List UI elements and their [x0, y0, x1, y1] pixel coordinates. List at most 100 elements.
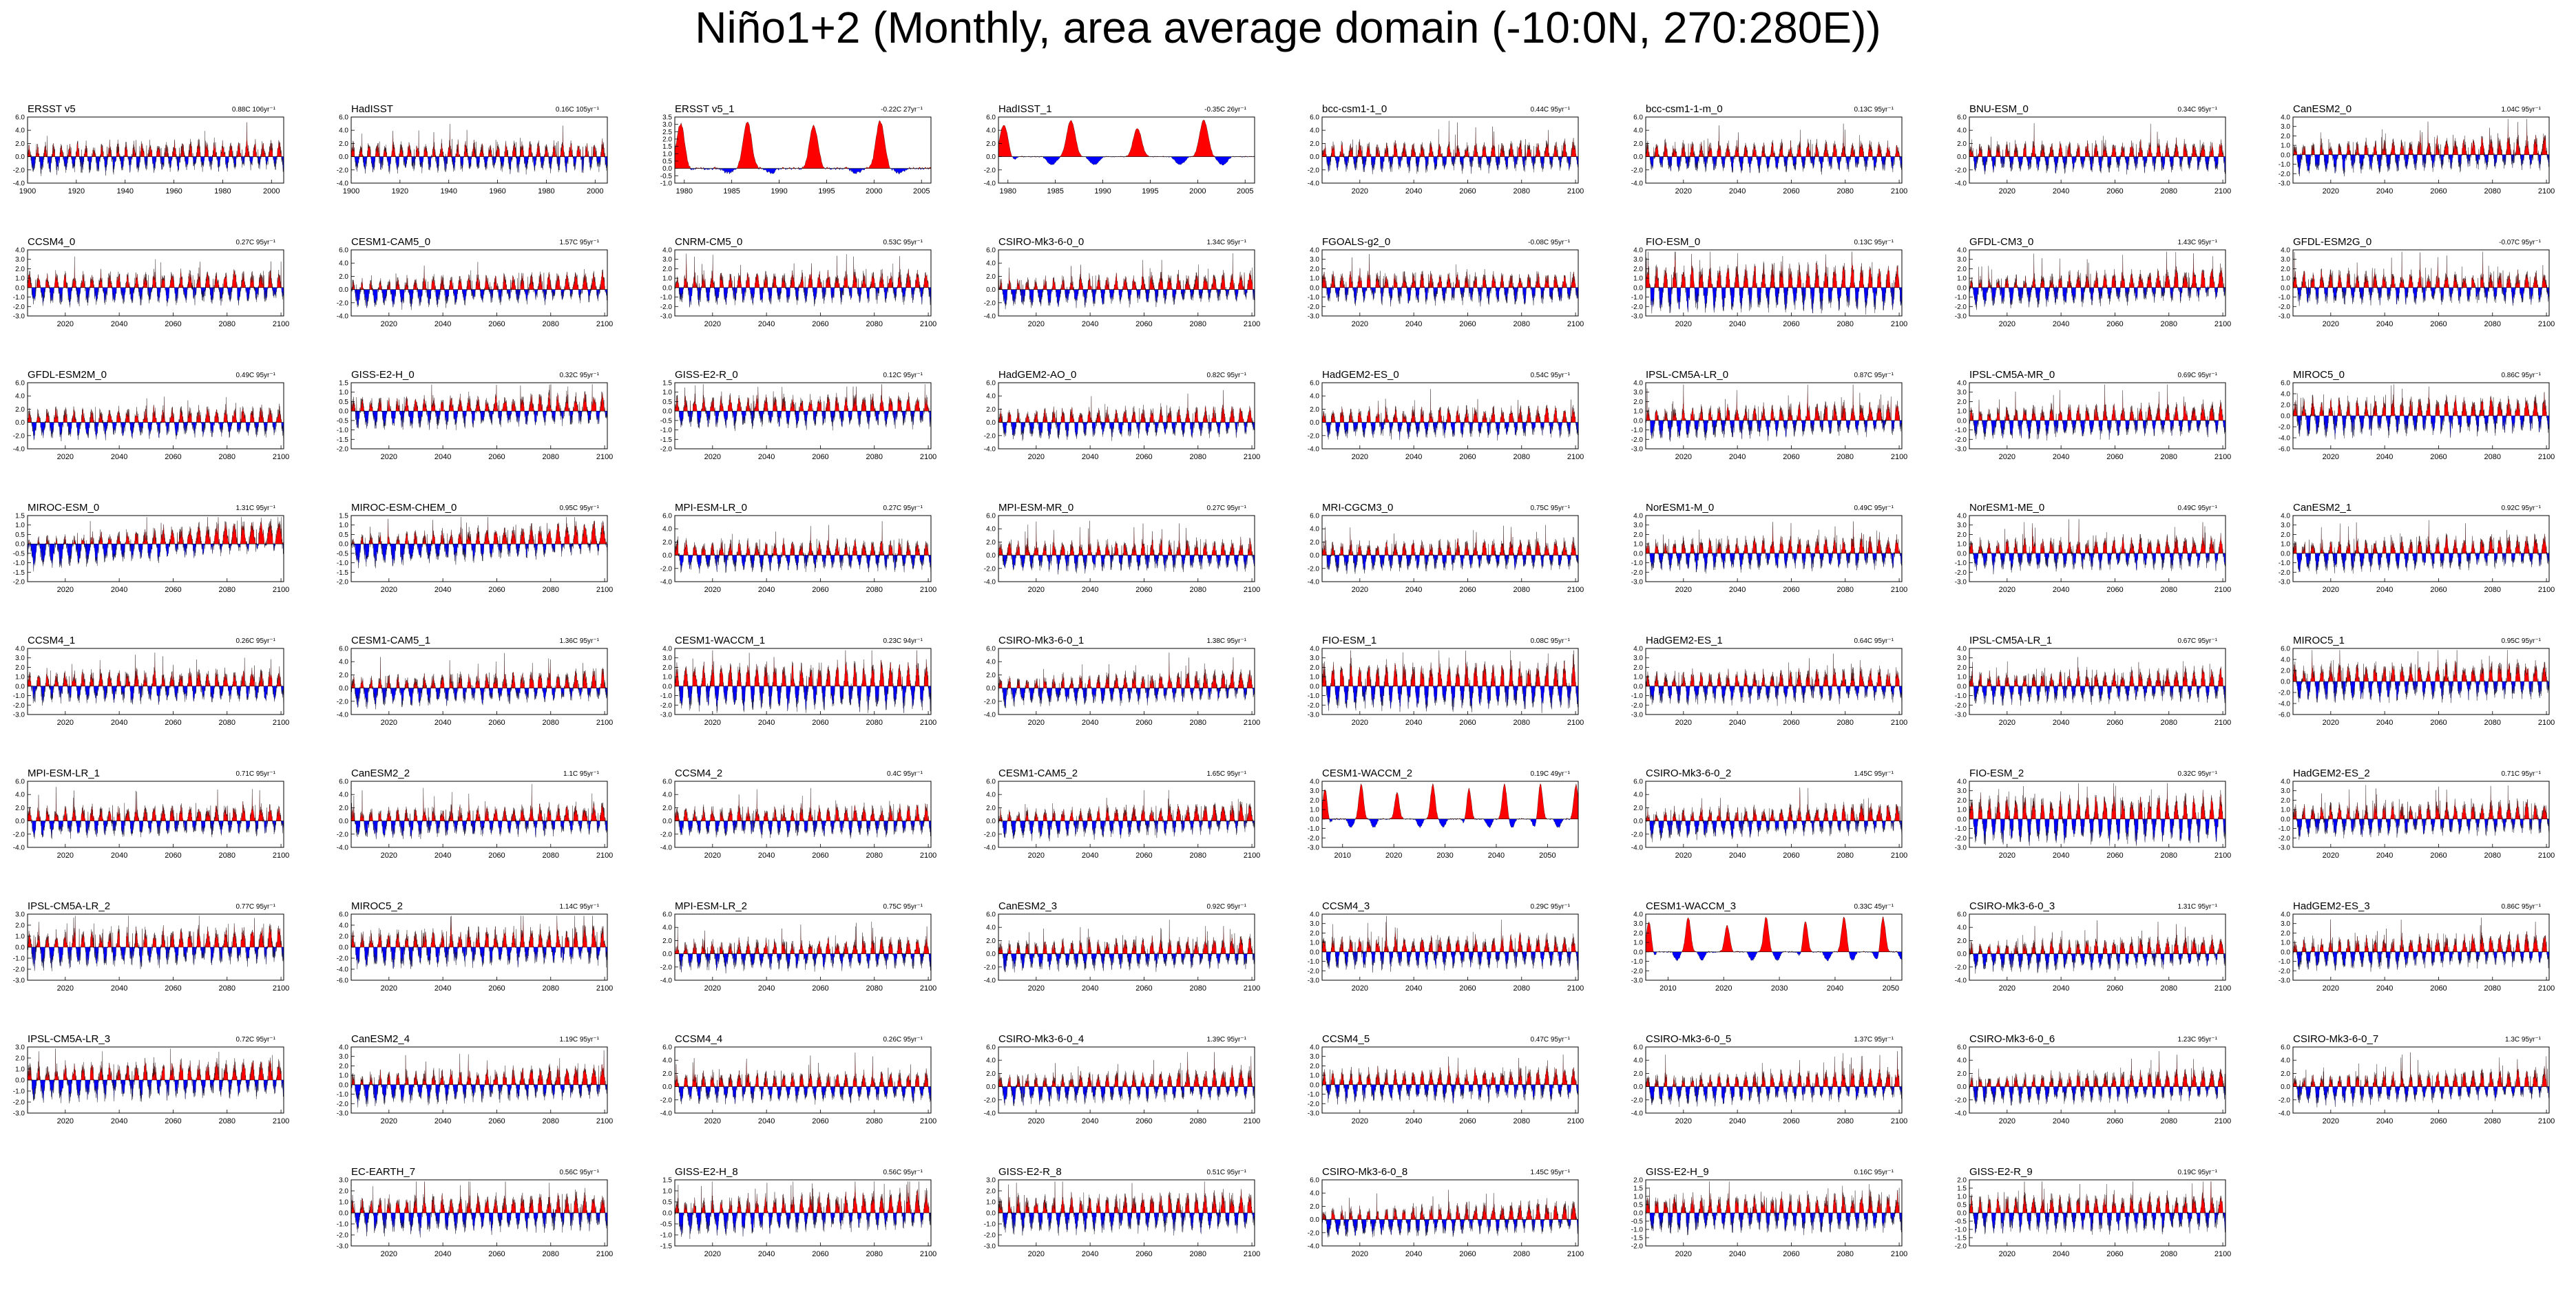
- y-tick-label: 0.0: [339, 818, 348, 825]
- y-tick-label: -1.0: [2279, 560, 2291, 567]
- y-tick-label: -1.0: [2279, 825, 2291, 833]
- x-tick-label: 2080: [866, 984, 883, 993]
- x-tick-label: 2100: [596, 1250, 613, 1258]
- anomaly-line: [1645, 251, 1903, 315]
- panel-title: CSIRO-Mk3-6-0_5: [1646, 1033, 1732, 1045]
- panel-plot: 6.0 4.0 2.0 0.0 -2.0 -4.0 2020 2040 2060 2080 2100: [984, 513, 1261, 595]
- x-tick-label: 2040: [1405, 719, 1422, 727]
- negative-anomaly-area: [1969, 553, 2226, 575]
- y-tick-label: -3.0: [1631, 977, 1644, 985]
- y-tick-label: 3.0: [662, 655, 672, 662]
- panel-plot: 6.0 4.0 2.0 0.0 -2.0 -4.0 2020 2040 2060 2080 2100: [1308, 1177, 1584, 1259]
- anomaly-line: [1321, 916, 1579, 973]
- x-tick-label: 2080: [2484, 851, 2501, 860]
- panel-plot: 6.0 4.0 2.0 0.0 -2.0 -4.0 2020 2040 2060 2080 2100: [13, 779, 290, 860]
- x-tick-label: 2060: [2106, 984, 2123, 993]
- x-tick-label: 2040: [2376, 320, 2393, 328]
- y-tick-label: 3.0: [1310, 655, 1319, 662]
- anomaly-line: [27, 787, 284, 839]
- panel-plot: 6.0 4.0 2.0 0.0 -2.0 -4.0 2020 2040 2060 2080 2100: [660, 1044, 937, 1126]
- y-tick-label: 6.0: [2281, 646, 2290, 653]
- y-tick-label: 4.0: [15, 127, 25, 135]
- y-tick-label: -2.0: [1631, 1097, 1644, 1104]
- y-tick-label: -2.0: [984, 1232, 996, 1240]
- y-tick-label: 0.0: [339, 1210, 348, 1218]
- y-tick-label: -2.0: [13, 702, 25, 710]
- x-tick-label: 1990: [1094, 187, 1111, 195]
- negative-anomaly-area: [28, 686, 284, 706]
- panel-title: MIROC-ESM-CHEM_0: [351, 502, 457, 514]
- y-tick-label: -4.0: [984, 579, 996, 586]
- x-tick-label: 1990: [771, 187, 787, 195]
- y-tick-label: 6.0: [986, 1044, 996, 1052]
- panel-title: CSIRO-Mk3-6-0_2: [1646, 768, 1732, 779]
- y-tick-label: 2.0: [1957, 140, 1967, 148]
- y-tick-label: 2.0: [1633, 399, 1643, 406]
- anomaly-line: [1969, 1181, 2226, 1235]
- chart-panel: IPSL-CM5A-LR_2 0.77C 95yr⁻¹ 3.0 2.0 1.0 0.0 -1…: [0, 900, 324, 1033]
- positive-anomaly-area: [2293, 251, 2549, 288]
- x-tick-label: 2040: [2053, 586, 2069, 594]
- x-tick-label: 2100: [273, 984, 289, 993]
- y-tick-label: 0.0: [15, 1077, 25, 1085]
- y-tick-label: 3.0: [1310, 920, 1319, 928]
- plot-frame: [998, 913, 1255, 981]
- x-tick-label: 2040: [111, 1117, 127, 1125]
- x-tick-label: 2100: [1891, 719, 1907, 727]
- panel-title: IPSL-CM5A-LR_0: [1646, 369, 1729, 381]
- y-tick-label: 1.0: [1633, 541, 1643, 549]
- y-tick-label: 0.0: [662, 818, 672, 825]
- chart-panel: GISS-E2-R_9 0.19C 95yr⁻¹ 2.0 1.5 1.0 0.5 0.0 -0…: [1942, 1166, 2265, 1299]
- panel-title: IPSL-CM5A-LR_1: [1969, 635, 2053, 646]
- x-tick-label: 2080: [2484, 187, 2501, 195]
- negative-anomaly-area: [1646, 1213, 1902, 1236]
- y-tick-label: 0.0: [339, 685, 348, 692]
- negative-anomaly-area: [998, 821, 1255, 842]
- x-tick-label: 2020: [1675, 851, 1692, 860]
- x-tick-label: 2080: [2161, 586, 2177, 594]
- y-tick-label: -4.0: [337, 966, 349, 974]
- anomaly-line: [1969, 519, 2226, 575]
- x-tick-label: 2060: [1135, 453, 1152, 461]
- y-tick-label: 3.0: [1633, 256, 1643, 264]
- panel-title: FIO-ESM_0: [1646, 236, 1701, 248]
- y-tick-label: 0.0: [339, 408, 348, 416]
- y-tick-label: -0.5: [337, 417, 349, 425]
- x-tick-label: 2080: [219, 851, 235, 860]
- panel-plot: 4.03.0 2.0 1.00.0 -1.0 -2.0 -3.0 2020 2040 2060 2…: [2279, 247, 2555, 329]
- y-tick-label: 3.0: [1310, 787, 1319, 795]
- y-tick-label: -4.0: [1955, 1110, 1967, 1118]
- x-tick-label: 2100: [1244, 1250, 1260, 1258]
- x-tick-label: 2100: [920, 453, 936, 461]
- panel-title: bcc-csm1-1_0: [1322, 103, 1388, 115]
- chart-panel: CCSM4_2 0.4C 95yr⁻¹ 6.0 4.0 2.0 0.0 -2.0 -4.0 20…: [647, 768, 971, 900]
- chart-panel: CanESM2_0 1.04C 95yr⁻¹ 4.0 3.0 2.0 1.0 0.0 -1.0…: [2265, 103, 2576, 236]
- x-tick-label: 2040: [2053, 1250, 2069, 1258]
- y-tick-label: 0.0: [662, 683, 672, 690]
- y-tick-label: 0.0: [2281, 816, 2290, 823]
- y-tick-label: -3.0: [13, 1110, 25, 1118]
- x-tick-label: 2080: [866, 719, 883, 727]
- panel-title: BNU-ESM_0: [1969, 103, 2029, 115]
- panel-trend: 0.27C 95yr⁻¹: [1206, 505, 1246, 512]
- panel-title: MIROC5_0: [2293, 369, 2345, 381]
- y-tick-label: 4.0: [15, 792, 25, 799]
- y-tick-label: -4.0: [1308, 180, 1320, 188]
- y-tick-label: 4.0: [1957, 127, 1967, 135]
- x-tick-label: 2100: [596, 453, 613, 461]
- panel-title: IPSL-CM5A-LR_3: [28, 1033, 111, 1045]
- y-tick-label: 1.0: [2281, 541, 2290, 549]
- y-tick-label: 1.0: [339, 522, 348, 529]
- y-tick-label: 4.0: [986, 659, 996, 666]
- y-tick-label: -6.0: [2279, 712, 2291, 719]
- y-tick-label: -2.0: [1631, 831, 1644, 838]
- x-tick-label: 2020: [57, 984, 74, 993]
- y-tick-label: -4.0: [337, 313, 349, 321]
- panel-trend: 0.29C 95yr⁻¹: [1530, 903, 1570, 911]
- panel-title: CESM1-CAM5_1: [351, 635, 431, 646]
- y-tick-label: 0.0: [15, 154, 25, 161]
- x-tick-label: 2020: [1675, 320, 1692, 328]
- y-tick-label: 4.0: [2281, 657, 2290, 664]
- x-tick-label: 2020: [1999, 851, 2015, 860]
- x-tick-label: 2050: [1539, 851, 1556, 860]
